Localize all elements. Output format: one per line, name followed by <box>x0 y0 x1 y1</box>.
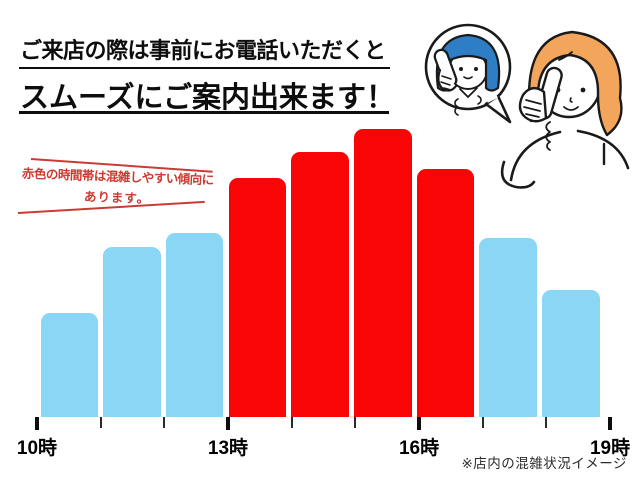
clerk-figure <box>433 33 501 116</box>
bar-18-19 <box>542 290 600 417</box>
axis-minor-tick <box>481 417 484 428</box>
bar-16-17 <box>416 169 475 417</box>
clerk-cord-squiggle <box>454 95 482 116</box>
bar-13-14 <box>228 177 287 417</box>
axis-major-tick <box>226 417 230 430</box>
clerk-phone-icon <box>433 48 458 92</box>
customer-shoulder-right <box>576 129 630 170</box>
title-underline-2 <box>19 111 389 114</box>
clerk-eye-right <box>474 67 478 71</box>
customer-phone-icon <box>518 66 563 151</box>
bar-14-15 <box>291 152 349 417</box>
customer-shoulder-left <box>509 130 562 182</box>
phone-call-illustration <box>424 23 636 195</box>
axis-minor-tick <box>163 417 166 428</box>
axis-major-tick <box>608 417 613 430</box>
customer-hair <box>527 30 623 137</box>
axis-label-10時: 10時 <box>16 438 58 459</box>
page-title-line2: スムーズにご案内出来ます！ <box>20 82 395 114</box>
bar-15-16 <box>354 129 412 417</box>
axis-minor-tick <box>99 417 102 428</box>
footnote: ※店内の混雑状況イメージ <box>461 456 627 471</box>
bar-10-11 <box>40 313 98 417</box>
axis-major-tick <box>35 417 39 430</box>
customer-cord-squiggle <box>545 121 551 151</box>
axis-label-16時: 16時 <box>398 438 440 459</box>
customer-bangs-part <box>558 51 573 61</box>
customer-eye-right <box>580 87 586 93</box>
axis-major-tick <box>417 417 422 430</box>
bar-12-13 <box>165 232 224 417</box>
clerk-collar <box>459 87 478 98</box>
clerk-eye-left <box>459 67 463 71</box>
page-title-line1: ご来店の際は事前にお電話いただくと <box>20 38 386 63</box>
customer-smile <box>563 106 579 111</box>
bar-11-12 <box>103 247 161 417</box>
customer-figure <box>500 30 636 195</box>
axis-minor-tick <box>545 417 548 428</box>
axis-label-19時: 19時 <box>589 438 631 459</box>
axis-minor-tick <box>354 417 357 428</box>
bar-17-18 <box>479 238 537 417</box>
title-underline-1 <box>19 67 390 69</box>
axis-label-13時: 13時 <box>207 438 249 459</box>
axis-minor-tick <box>290 417 293 428</box>
customer-arm-curve <box>500 160 536 189</box>
customer-nose <box>569 97 573 103</box>
clerk-smile <box>463 76 473 80</box>
